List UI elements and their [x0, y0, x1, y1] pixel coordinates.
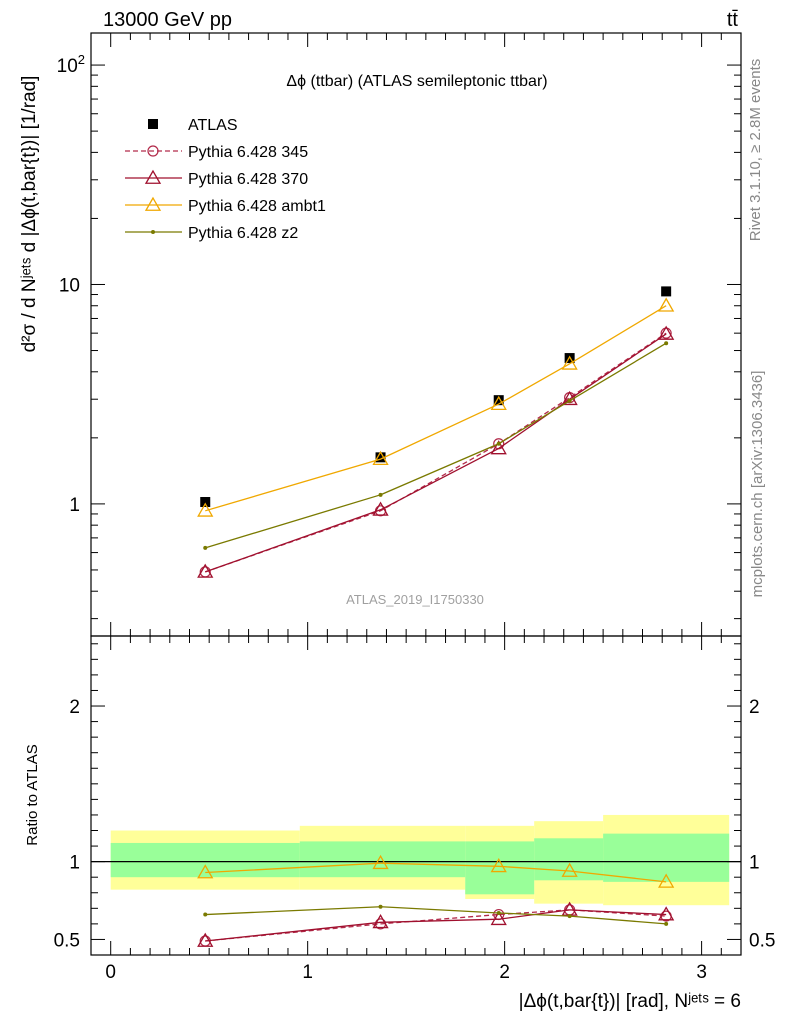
- x-tick-label: 2: [499, 962, 510, 983]
- ratio-plot-frame: [90, 635, 742, 956]
- legend-pythia-6-428-370-label: Pythia 6.428 370: [188, 171, 308, 188]
- main-pythia-6-428-370-point: [490, 440, 507, 455]
- ratio-band-inner: [110, 842, 300, 878]
- main-atlas-point: [493, 395, 504, 406]
- main-y-tick-label: 10: [59, 275, 80, 296]
- ratio-y-tick-label-left: 0.5: [54, 930, 80, 951]
- rivet-version-label: Rivet 3.1.10, ≥ 2.8M events: [747, 59, 764, 242]
- ratio-pythia-6-428-ambt1-point: [372, 854, 389, 870]
- main-y-tick-label: 102: [57, 52, 85, 77]
- ratio-y-tick-label-left: 1: [69, 853, 80, 874]
- ratio-pythia-6-428-345-line: [205, 909, 667, 942]
- ratio-pythia-6-428-z2-point: [664, 921, 669, 926]
- ratio-pythia-6-428-ambt1-point: [561, 862, 578, 877]
- chart-title: Δϕ (ttbar) (ATLAS semileptonic ttbar): [286, 73, 547, 90]
- main-pythia-6-428-z2-point: [496, 441, 501, 446]
- ratio-pythia-6-428-370-point: [490, 910, 507, 926]
- main-pythia-6-428-z2-point: [203, 545, 208, 550]
- x-tick-label: 3: [696, 962, 707, 983]
- main-pythia-6-428-ambt1-point: [561, 355, 578, 370]
- ratio-y-tick-label-left: 2: [69, 697, 80, 718]
- main-pythia-6-428-370-line: [205, 333, 667, 573]
- main-atlas-point: [375, 452, 386, 463]
- main-y-tick-label: 1: [69, 495, 80, 516]
- legend-pythia-6-428-345-marker: [147, 145, 159, 157]
- main-pythia-6-428-370-point: [372, 501, 389, 516]
- ratio-pythia-6-428-z2-point: [496, 910, 501, 915]
- ratio-y-tick-label-right: 2: [749, 697, 760, 718]
- ratio-pythia-6-428-370-point: [197, 932, 214, 947]
- x-axis-label: |Δϕ(t,bar{t})| [rad], Nʲᵉᵗˢ = 6: [519, 991, 741, 1012]
- main-pythia-6-428-z2-point: [664, 341, 669, 346]
- main-atlas-point: [200, 497, 211, 508]
- main-pythia-6-428-370-point: [658, 325, 675, 340]
- watermark-analysis-id: ATLAS_2019_I1750330: [346, 592, 484, 607]
- main-pythia-6-428-ambt1-point: [658, 297, 675, 312]
- ratio-pythia-6-428-z2-point: [203, 912, 208, 917]
- ratio-pythia-6-428-370-point: [658, 906, 675, 921]
- main-pythia-6-428-ambt1-point: [197, 502, 214, 517]
- legend-pythia-6-428-ambt1-marker: [144, 196, 162, 211]
- ratio-pythia-6-428-370-point: [372, 914, 389, 929]
- legend-atlas-marker: [148, 119, 158, 129]
- main-pythia-6-428-345-line: [205, 332, 667, 573]
- legend-pythia-6-428-345-label: Pythia 6.428 345: [188, 144, 308, 161]
- legend: ATLAS Pythia 6.428 345 Pythia 6.428 370 Pyt…: [125, 117, 326, 242]
- ratio-pythia-6-428-z2-point: [378, 904, 383, 909]
- legend-pythia-6-428-z2-label: Pythia 6.428 z2: [188, 225, 298, 242]
- ratio-pythia-6-428-ambt1-point: [490, 857, 507, 873]
- ratio-pythia-6-428-ambt1-point: [658, 873, 675, 888]
- x-tick-label: 1: [302, 962, 313, 983]
- main-pythia-6-428-370-point: [197, 563, 214, 578]
- x-tick-label: 0: [105, 962, 116, 983]
- main-y-axis-label: d²σ / d Nʲᵉᵗˢ d |Δϕ(t,bar{t})| [1/rad]: [19, 76, 40, 353]
- ratio-pythia-6-428-ambt1-line: [205, 862, 667, 883]
- header-collision-label: 13000 GeV pp: [103, 9, 232, 31]
- legend-pythia-6-428-ambt1-label: Pythia 6.428 ambt1: [188, 198, 326, 215]
- mcplots-label: mcplots.cern.ch [arXiv:1306.3436]: [749, 371, 766, 598]
- ratio-y-tick-label-right: 0.5: [749, 930, 775, 951]
- ratio-pythia-6-428-ambt1-point: [197, 864, 214, 879]
- legend-atlas-label: ATLAS: [188, 117, 238, 134]
- main-pythia-6-428-ambt1-point: [490, 395, 507, 410]
- ratio-pythia-6-428-z2-point: [567, 914, 572, 919]
- main-pythia-6-428-z2-line: [205, 342, 667, 549]
- ratio-y-tick-label-right: 1: [749, 853, 760, 874]
- header-process-label: tt̄: [727, 9, 739, 31]
- main-atlas-point: [661, 286, 672, 297]
- main-pythia-6-428-ambt1-point: [372, 450, 389, 466]
- legend-pythia-6-428-z2-marker: [151, 230, 155, 234]
- main-pythia-6-428-z2-point: [378, 492, 383, 497]
- ratio-pythia-6-428-370-line: [205, 909, 667, 942]
- legend-pythia-6-428-370-marker: [144, 169, 162, 184]
- ratio-y-axis-label: Ratio to ATLAS: [24, 744, 41, 845]
- main-pythia-6-428-ambt1-line: [205, 305, 667, 512]
- main-pythia-6-428-z2-point: [567, 398, 572, 403]
